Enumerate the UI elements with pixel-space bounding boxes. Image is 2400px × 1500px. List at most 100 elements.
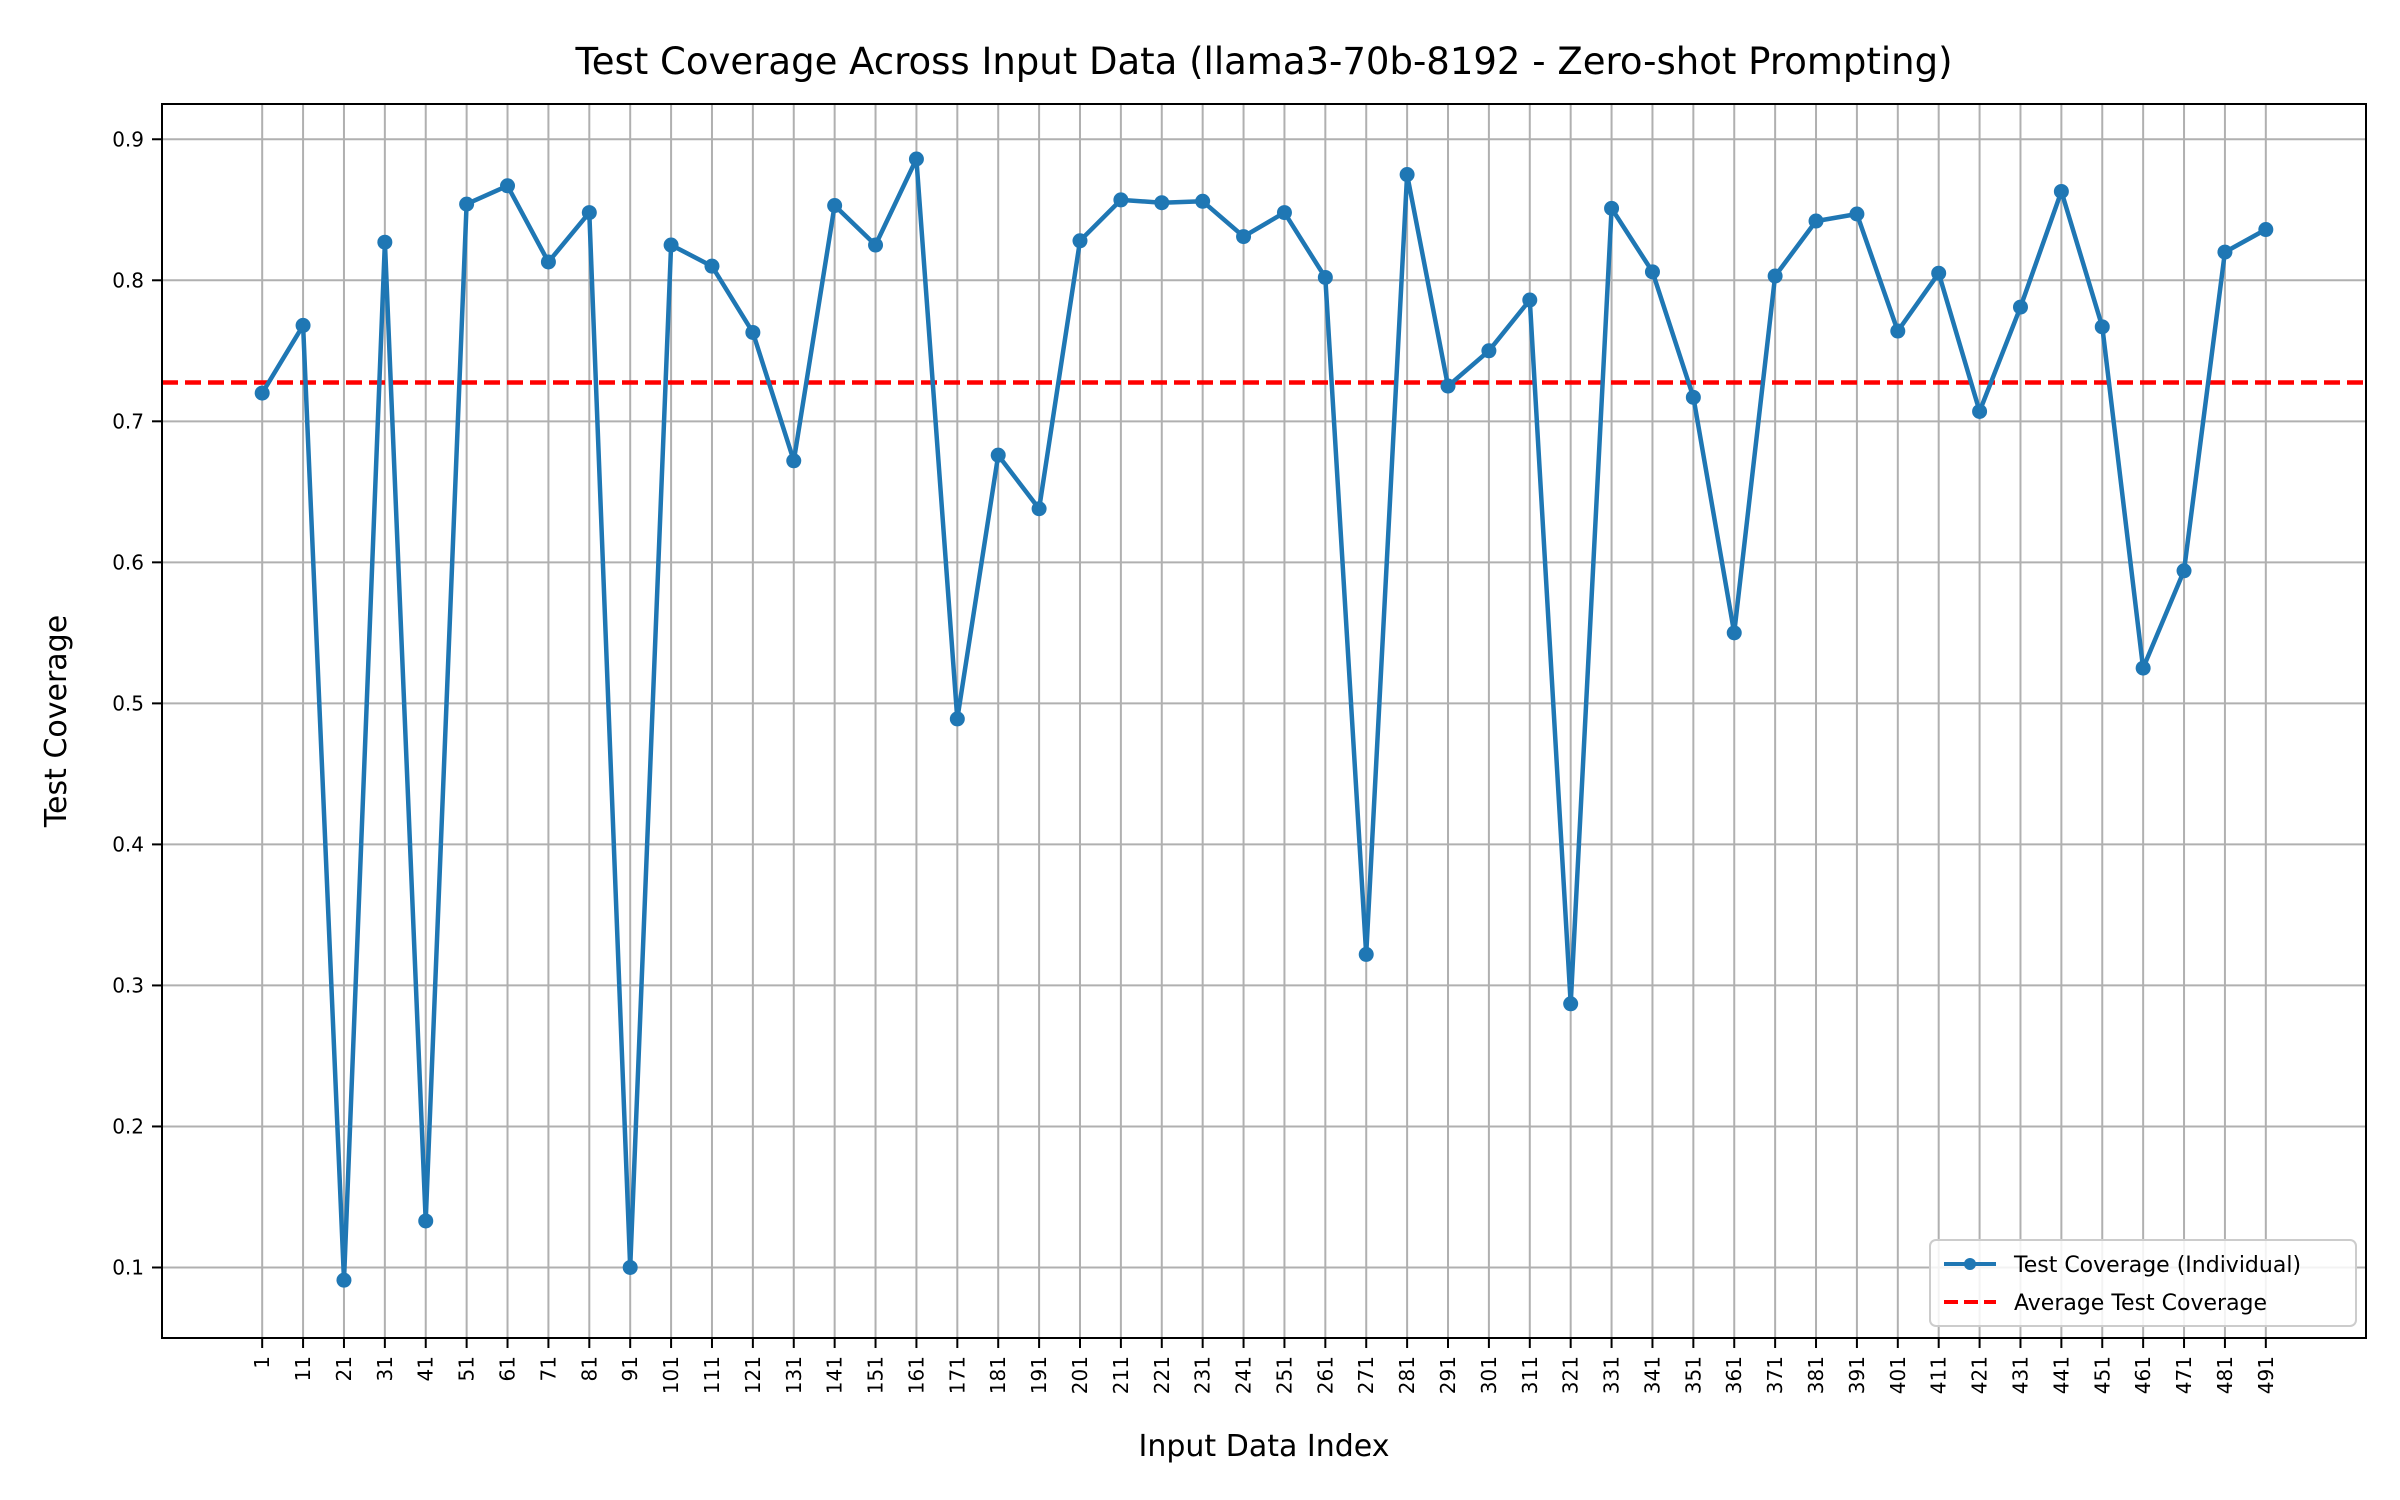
x-tick-label: 361 <box>1722 1356 1746 1394</box>
coverage-point <box>2135 660 2151 676</box>
y-tick-label: 0.4 <box>112 832 144 856</box>
x-tick-label: 161 <box>904 1356 928 1394</box>
coverage-point <box>949 711 965 727</box>
coverage-series-line <box>260 156 2267 1283</box>
x-tick-label: 351 <box>1681 1356 1705 1394</box>
coverage-point <box>663 237 679 253</box>
x-axis-label: Input Data Index <box>1139 1429 1390 1464</box>
x-tick-label: 241 <box>1232 1356 1256 1394</box>
x-axis-ticks: 1 11 21 31 41 51 61 71 81 91 101 111 121 131 141 151 161… <box>250 1338 2278 1394</box>
coverage-point <box>1317 269 1333 285</box>
coverage-point <box>1563 996 1579 1012</box>
y-tick-label: 0.7 <box>112 409 144 433</box>
x-tick-label: 51 <box>455 1356 479 1381</box>
plot-frame <box>161 103 2367 1339</box>
x-tick-label: 321 <box>1559 1356 1583 1394</box>
x-tick-label: 151 <box>864 1356 888 1394</box>
legend-box <box>1929 1239 2357 1327</box>
coverage-point <box>1481 343 1497 359</box>
x-tick-label: 81 <box>577 1356 601 1381</box>
x-tick-label: 191 <box>1027 1356 1051 1394</box>
y-tick-label: 0.3 <box>112 973 144 997</box>
coverage-point <box>908 151 924 167</box>
coverage-point <box>540 254 556 270</box>
x-tick-label: 71 <box>536 1356 560 1381</box>
legend-marker-individual <box>1964 1258 1976 1270</box>
coverage-point <box>2217 244 2233 260</box>
coverage-point <box>418 1213 434 1229</box>
x-tick-label: 421 <box>1968 1356 1992 1394</box>
x-tick-label: 491 <box>2254 1356 2278 1394</box>
x-tick-label: 101 <box>659 1356 683 1394</box>
coverage-point <box>2094 319 2110 335</box>
coverage-point <box>1236 229 1252 245</box>
y-tick-label: 0.6 <box>112 550 144 574</box>
coverage-point <box>581 205 597 221</box>
x-tick-label: 31 <box>373 1356 397 1381</box>
coverage-point <box>1604 200 1620 216</box>
coverage-point <box>1726 625 1742 641</box>
x-tick-label: 261 <box>1313 1356 1337 1394</box>
grid-lines <box>162 104 2366 1338</box>
x-tick-label: 401 <box>1886 1356 1910 1394</box>
y-tick-label: 0.5 <box>112 691 144 715</box>
y-tick-label: 0.1 <box>112 1255 144 1279</box>
x-tick-label: 291 <box>1436 1356 1460 1394</box>
coverage-point <box>745 324 761 340</box>
coverage-point <box>1276 205 1292 221</box>
coverage-point <box>1195 193 1211 209</box>
coverage-point <box>1931 265 1947 281</box>
x-tick-label: 181 <box>986 1356 1010 1394</box>
x-tick-label: 61 <box>496 1356 520 1381</box>
coverage-point <box>2176 563 2192 579</box>
coverage-point <box>1031 501 1047 517</box>
coverage-point <box>336 1272 352 1288</box>
x-tick-label: 121 <box>741 1356 765 1394</box>
coverage-point <box>500 178 516 194</box>
x-tick-label: 41 <box>414 1356 438 1381</box>
x-tick-label: 331 <box>1600 1356 1624 1394</box>
x-tick-label: 371 <box>1763 1356 1787 1394</box>
x-tick-label: 1 <box>250 1356 274 1369</box>
coverage-point <box>1440 378 1456 394</box>
coverage-point <box>1890 323 1906 339</box>
x-tick-label: 171 <box>945 1356 969 1394</box>
legend: Test Coverage (Individual) Average Test … <box>1929 1239 2357 1327</box>
x-tick-label: 441 <box>2049 1356 2073 1394</box>
coverage-point <box>1972 403 1988 419</box>
coverage-point <box>2053 183 2069 199</box>
coverage-point <box>295 317 311 333</box>
x-tick-label: 221 <box>1150 1356 1174 1394</box>
series-layer <box>254 151 2274 1288</box>
x-tick-label: 271 <box>1354 1356 1378 1394</box>
coverage-point <box>1767 268 1783 284</box>
legend-label-average: Average Test Coverage <box>2014 1291 2267 1316</box>
x-tick-label: 461 <box>2131 1356 2155 1394</box>
y-tick-label: 0.8 <box>112 268 144 292</box>
x-tick-label: 231 <box>1191 1356 1215 1394</box>
x-tick-label: 131 <box>782 1356 806 1394</box>
y-tick-label: 0.9 <box>112 127 144 151</box>
chart-title: Test Coverage Across Input Data (llama3-… <box>574 40 1952 83</box>
y-axis-ticks: 0.1 0.2 0.3 0.4 0.5 0.6 0.7 0.8 0.9 <box>112 127 162 1279</box>
x-tick-label: 111 <box>700 1356 724 1394</box>
x-tick-label: 141 <box>823 1356 847 1394</box>
coverage-point <box>1072 233 1088 249</box>
coverage-point <box>827 198 843 214</box>
x-tick-label: 11 <box>291 1356 315 1381</box>
coverage-point <box>2258 222 2274 238</box>
x-tick-label: 201 <box>1068 1356 1092 1394</box>
coverage-point <box>1358 946 1374 962</box>
x-tick-label: 91 <box>618 1356 642 1381</box>
x-tick-label: 391 <box>1845 1356 1869 1394</box>
x-tick-label: 411 <box>1927 1356 1951 1394</box>
coverage-point <box>990 447 1006 463</box>
x-tick-label: 381 <box>1804 1356 1828 1394</box>
coverage-point <box>2012 299 2028 315</box>
x-tick-label: 431 <box>2008 1356 2032 1394</box>
x-tick-label: 211 <box>1109 1356 1133 1394</box>
coverage-point <box>704 258 720 274</box>
x-tick-label: 251 <box>1272 1356 1296 1394</box>
coverage-point <box>377 234 393 250</box>
